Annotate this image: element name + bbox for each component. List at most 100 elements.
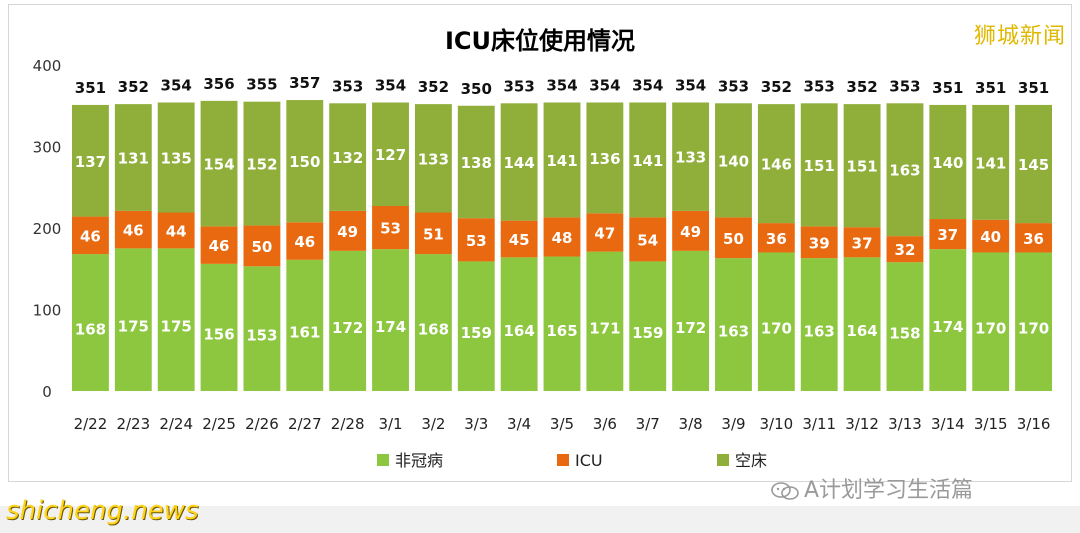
x-tick-label: 3/10: [760, 415, 794, 433]
data-label: 141: [632, 152, 663, 170]
data-label: 133: [675, 149, 706, 167]
total-label: 352: [118, 78, 149, 96]
footer-account: A计划学习生活篇: [770, 472, 973, 504]
x-tick-label: 3/7: [636, 415, 660, 433]
x-tick-label: 3/5: [550, 415, 574, 433]
bar-segment: [200, 226, 238, 264]
data-label: 47: [594, 224, 615, 242]
x-tick-label: 3/16: [1017, 415, 1051, 433]
data-label: 36: [766, 230, 787, 248]
data-label: 170: [761, 320, 792, 338]
total-label: 354: [375, 76, 406, 94]
bar-stack: 175 46 131 352: [114, 78, 152, 391]
x-tick-label: 3/4: [507, 415, 531, 433]
bar-stack: 159 53 138 350: [457, 80, 495, 391]
data-label: 174: [375, 318, 406, 336]
bar-segment: [672, 210, 710, 251]
data-label: 170: [975, 320, 1006, 338]
data-label: 50: [251, 238, 272, 256]
data-label: 51: [423, 225, 444, 243]
x-tick-label: 3/2: [421, 415, 445, 433]
y-axis: 0 100 200 300 400: [33, 57, 62, 401]
data-label: 168: [418, 321, 449, 339]
x-tick-label: 3/13: [888, 415, 922, 433]
bar-segment: [715, 103, 752, 218]
bar-segment: [672, 250, 710, 391]
x-tick-label: 3/6: [593, 415, 617, 433]
data-label: 156: [203, 325, 234, 343]
bar-segment: [586, 102, 624, 214]
total-label: 351: [932, 79, 963, 97]
legend: 非冠病 ICU 空床: [377, 451, 767, 470]
data-label: 150: [289, 153, 320, 171]
data-label: 45: [509, 231, 530, 249]
data-label: 49: [337, 223, 358, 241]
data-label: 172: [675, 319, 706, 337]
bar-segment: [200, 263, 238, 391]
total-label: 353: [804, 77, 835, 95]
bar-stack: 164 45 144 353: [500, 77, 538, 391]
data-label: 152: [246, 156, 277, 174]
data-label: 141: [975, 154, 1006, 172]
footer-account-name: A计划学习生活篇: [804, 478, 974, 503]
total-label: 352: [418, 78, 449, 96]
bar-segment: [329, 103, 367, 211]
bar-segment: [972, 219, 1010, 253]
bar-segment: [157, 248, 195, 391]
x-tick-label: 2/23: [116, 415, 150, 433]
data-label: 132: [332, 149, 363, 167]
bar-segment: [243, 266, 281, 391]
legend-label: 非冠病: [395, 451, 443, 470]
legend-swatch: [557, 454, 569, 466]
total-label: 351: [75, 79, 106, 97]
data-label: 135: [161, 150, 192, 168]
chart-title: ICU床位使用情况: [445, 27, 635, 55]
bar-segment: [286, 100, 324, 223]
bar-stack: 158 32 163 353: [886, 77, 924, 391]
bar-stack: 153 50 152 355: [243, 76, 281, 391]
bar-stack: 165 48 141 354: [543, 76, 581, 391]
x-tick-label: 2/26: [245, 415, 279, 433]
total-label: 354: [589, 76, 620, 94]
x-tick-label: 3/8: [679, 415, 703, 433]
data-label: 46: [80, 227, 101, 245]
data-label: 145: [1018, 156, 1049, 174]
data-label: 32: [895, 241, 916, 259]
bar-stack: 163 39 151 353: [800, 77, 838, 391]
bar-stack: 174 37 140 351: [929, 79, 967, 391]
icu-bed-chart: ICU床位使用情况 0 100 200 300 400 168 46 137 351 175 46…: [33, 27, 1052, 470]
bar-segment: [114, 248, 152, 391]
data-label: 137: [75, 153, 106, 171]
y-tick-label: 400: [33, 57, 62, 75]
bar-segment: [929, 104, 967, 220]
bar-segment: [929, 249, 967, 391]
bar-segment: [329, 250, 367, 391]
data-label: 154: [203, 156, 234, 174]
bar-segment: [715, 217, 752, 259]
bar-segment: [929, 219, 967, 250]
data-label: 127: [375, 146, 406, 164]
bar-segment: [157, 212, 195, 249]
bar-stack: 172 49 132 353: [329, 77, 367, 391]
bar-stack: 159 54 141 354: [629, 76, 667, 391]
bar-segment: [500, 257, 538, 391]
x-tick-label: 3/15: [974, 415, 1008, 433]
data-label: 164: [503, 322, 534, 340]
bar-segment: [329, 210, 367, 251]
data-label: 161: [289, 323, 320, 341]
data-label: 46: [209, 237, 230, 255]
data-label: 151: [804, 157, 835, 175]
total-label: 351: [1018, 79, 1049, 97]
data-label: 175: [118, 318, 149, 336]
data-label: 136: [589, 150, 620, 168]
data-label: 146: [761, 156, 792, 174]
data-label: 151: [846, 158, 877, 176]
data-label: 163: [889, 162, 920, 180]
bar-segment: [800, 103, 838, 227]
bar-segment: [372, 205, 409, 250]
total-label: 352: [846, 78, 877, 96]
x-tick-label: 3/9: [721, 415, 745, 433]
bar-stack: 170 40 141 351: [972, 79, 1010, 391]
y-tick-label: 300: [33, 139, 62, 157]
bar-stack: 168 51 133 352: [414, 78, 452, 391]
